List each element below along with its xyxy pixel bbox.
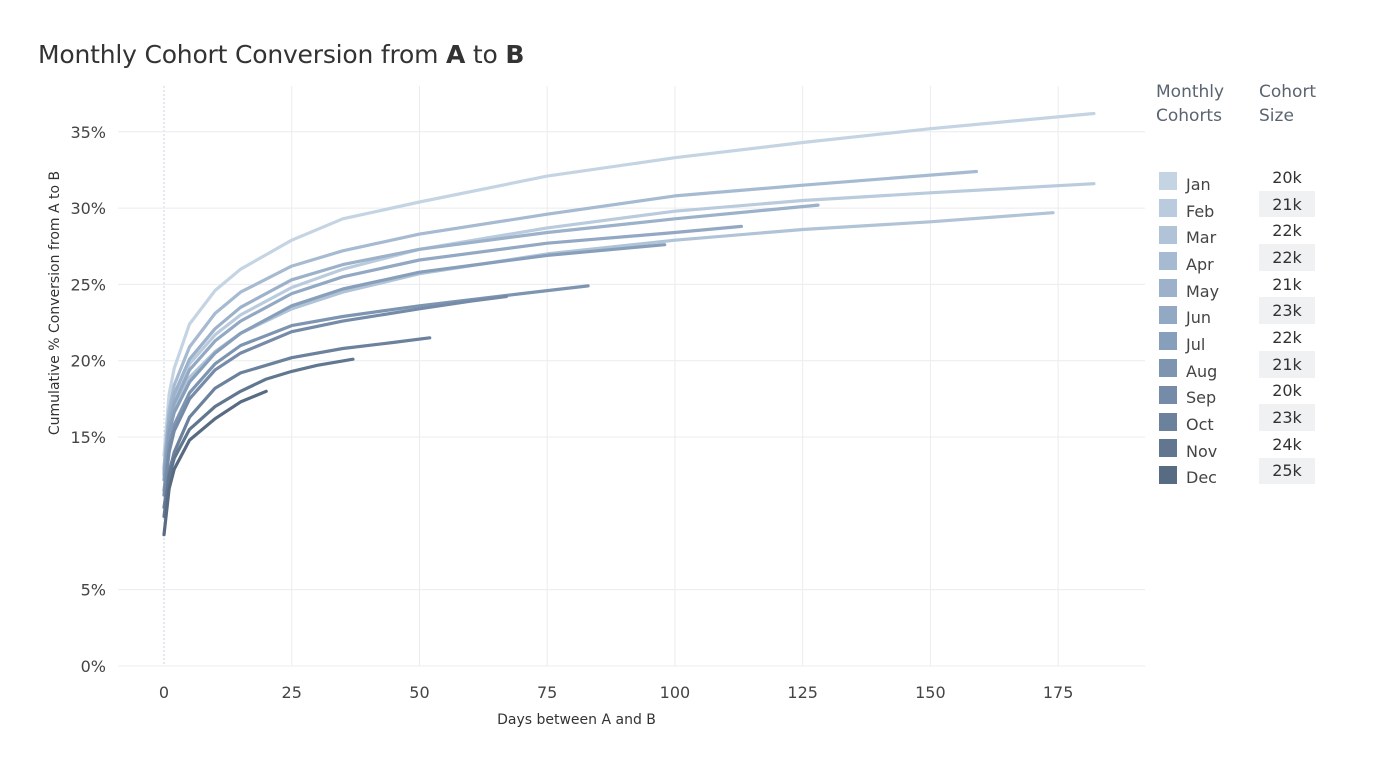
legend-swatch: [1159, 465, 1177, 484]
y-tick-label: 15%: [70, 428, 106, 447]
y-tick-label: 20%: [70, 352, 106, 371]
cohort-size-value: 22k: [1259, 244, 1315, 271]
legend-item[interactable]: Sep: [1159, 382, 1219, 409]
legend-swatch: [1159, 252, 1177, 271]
legend-swatch: [1159, 385, 1177, 404]
series-line-apr: [162, 169, 978, 470]
series-line-sep: [162, 295, 508, 497]
legend-item[interactable]: Jan: [1159, 168, 1219, 195]
legend-label: Apr: [1186, 254, 1214, 274]
legend-item[interactable]: Mar: [1159, 221, 1219, 248]
legend-swatch: [1159, 359, 1177, 378]
cohort-size-value: 20k: [1272, 167, 1302, 187]
cohort-size-value: 24k: [1272, 434, 1302, 454]
x-tick-label: 0: [159, 683, 169, 702]
legend-item[interactable]: Dec: [1159, 462, 1219, 489]
cohort-size-value: 25k: [1259, 457, 1315, 485]
series-line-dec: [162, 389, 268, 537]
x-tick-label: 100: [660, 683, 691, 702]
legend-item[interactable]: May: [1159, 275, 1219, 302]
legend-size-header-line1: Cohort: [1259, 82, 1317, 102]
legend-cohort-header: Monthly Cohorts: [1156, 80, 1224, 128]
y-tick-label: 5%: [81, 581, 106, 600]
legend-label: Nov: [1186, 441, 1218, 461]
legend-item[interactable]: Jun: [1159, 301, 1219, 328]
legend-label: Feb: [1186, 201, 1215, 221]
legend-size-header-line2: Size: [1259, 106, 1294, 126]
legend-label: Jul: [1186, 334, 1206, 354]
title-prefix: Monthly Cohort Conversion from: [38, 40, 446, 69]
legend-swatch: [1159, 279, 1177, 298]
legend-swatch: [1159, 305, 1177, 324]
legend-label: Aug: [1186, 361, 1218, 381]
title-b: B: [505, 40, 525, 69]
legend-swatch: [1159, 225, 1177, 244]
legend-label: Jun: [1186, 308, 1211, 328]
legend-label: Jan: [1186, 174, 1211, 194]
legend-swatch: [1159, 172, 1177, 191]
legend-item[interactable]: Oct: [1159, 408, 1219, 435]
legend-swatch: [1159, 439, 1177, 458]
series-line-feb: [162, 182, 1096, 473]
y-tick-label: 0%: [81, 657, 106, 676]
cohort-size-value: 21k: [1259, 350, 1315, 378]
x-tick-label: 150: [915, 683, 946, 702]
legend-swatch: [1159, 199, 1177, 218]
cohort-size-value: 23k: [1259, 404, 1315, 431]
y-axis-title: Cumulative % Conversion from A to B: [47, 171, 63, 435]
legend-item[interactable]: Apr: [1159, 248, 1219, 275]
series-line-nov: [162, 357, 355, 518]
cohort-size-value: 21k: [1272, 274, 1302, 294]
y-tick-label: 25%: [70, 275, 106, 294]
legend-label: Dec: [1186, 468, 1217, 488]
legend-item[interactable]: Nov: [1159, 435, 1219, 462]
legend-sizes: 20k 21k 22k 22k 21k 23k 22k 21k 20k 23k 24k 25k: [1259, 164, 1315, 485]
cohort-size-value: 21k: [1259, 190, 1315, 218]
legend-cohorts: Jan Feb Mar Apr May Jun Jul Aug Sep Oct Nov Dec: [1159, 168, 1219, 488]
x-tick-label: 25: [282, 683, 302, 702]
title-a: A: [446, 40, 466, 69]
legend-swatch: [1159, 332, 1177, 351]
x-tick-label: 175: [1043, 683, 1074, 702]
legend-label: May: [1186, 281, 1220, 301]
x-tick-label: 125: [787, 683, 818, 702]
series-line-jan: [162, 111, 1096, 457]
y-tick-label: 35%: [70, 123, 106, 142]
legend-item[interactable]: Aug: [1159, 355, 1219, 382]
title-mid: to: [465, 40, 506, 69]
x-axis-title: Days between A and B: [497, 712, 656, 728]
series-line-jul: [162, 243, 667, 482]
x-tick-label: 50: [409, 683, 429, 702]
y-tick-label: 30%: [70, 199, 106, 218]
legend-label: Oct: [1186, 415, 1214, 435]
cohort-size-value: 22k: [1272, 221, 1302, 241]
line-chart: 0 25 50 75 100 125 150 175 0% 5% 15% 20% 25% 30% 35% Da…: [47, 86, 1145, 728]
legend-label: Mar: [1186, 228, 1217, 248]
series-line-mar: [162, 211, 1055, 477]
x-tick-label: 75: [537, 683, 557, 702]
legend-label: Sep: [1186, 388, 1217, 408]
legend-size-header: Cohort Size: [1259, 80, 1316, 128]
legend-cohort-header-line2: Cohorts: [1156, 106, 1222, 126]
legend-item[interactable]: Feb: [1159, 195, 1219, 222]
chart-title: Monthly Cohort Conversion from A to B: [38, 40, 524, 69]
cohort-size-value: 23k: [1259, 297, 1315, 325]
cohort-size-value: 20k: [1272, 381, 1302, 401]
series-line-may: [162, 203, 820, 471]
legend-item[interactable]: Jul: [1159, 328, 1219, 355]
legend-swatch: [1159, 412, 1177, 431]
legend-cohort-header-line1: Monthly: [1156, 82, 1225, 102]
cohort-size-value: 22k: [1272, 327, 1302, 347]
series-line-jun: [162, 224, 743, 476]
